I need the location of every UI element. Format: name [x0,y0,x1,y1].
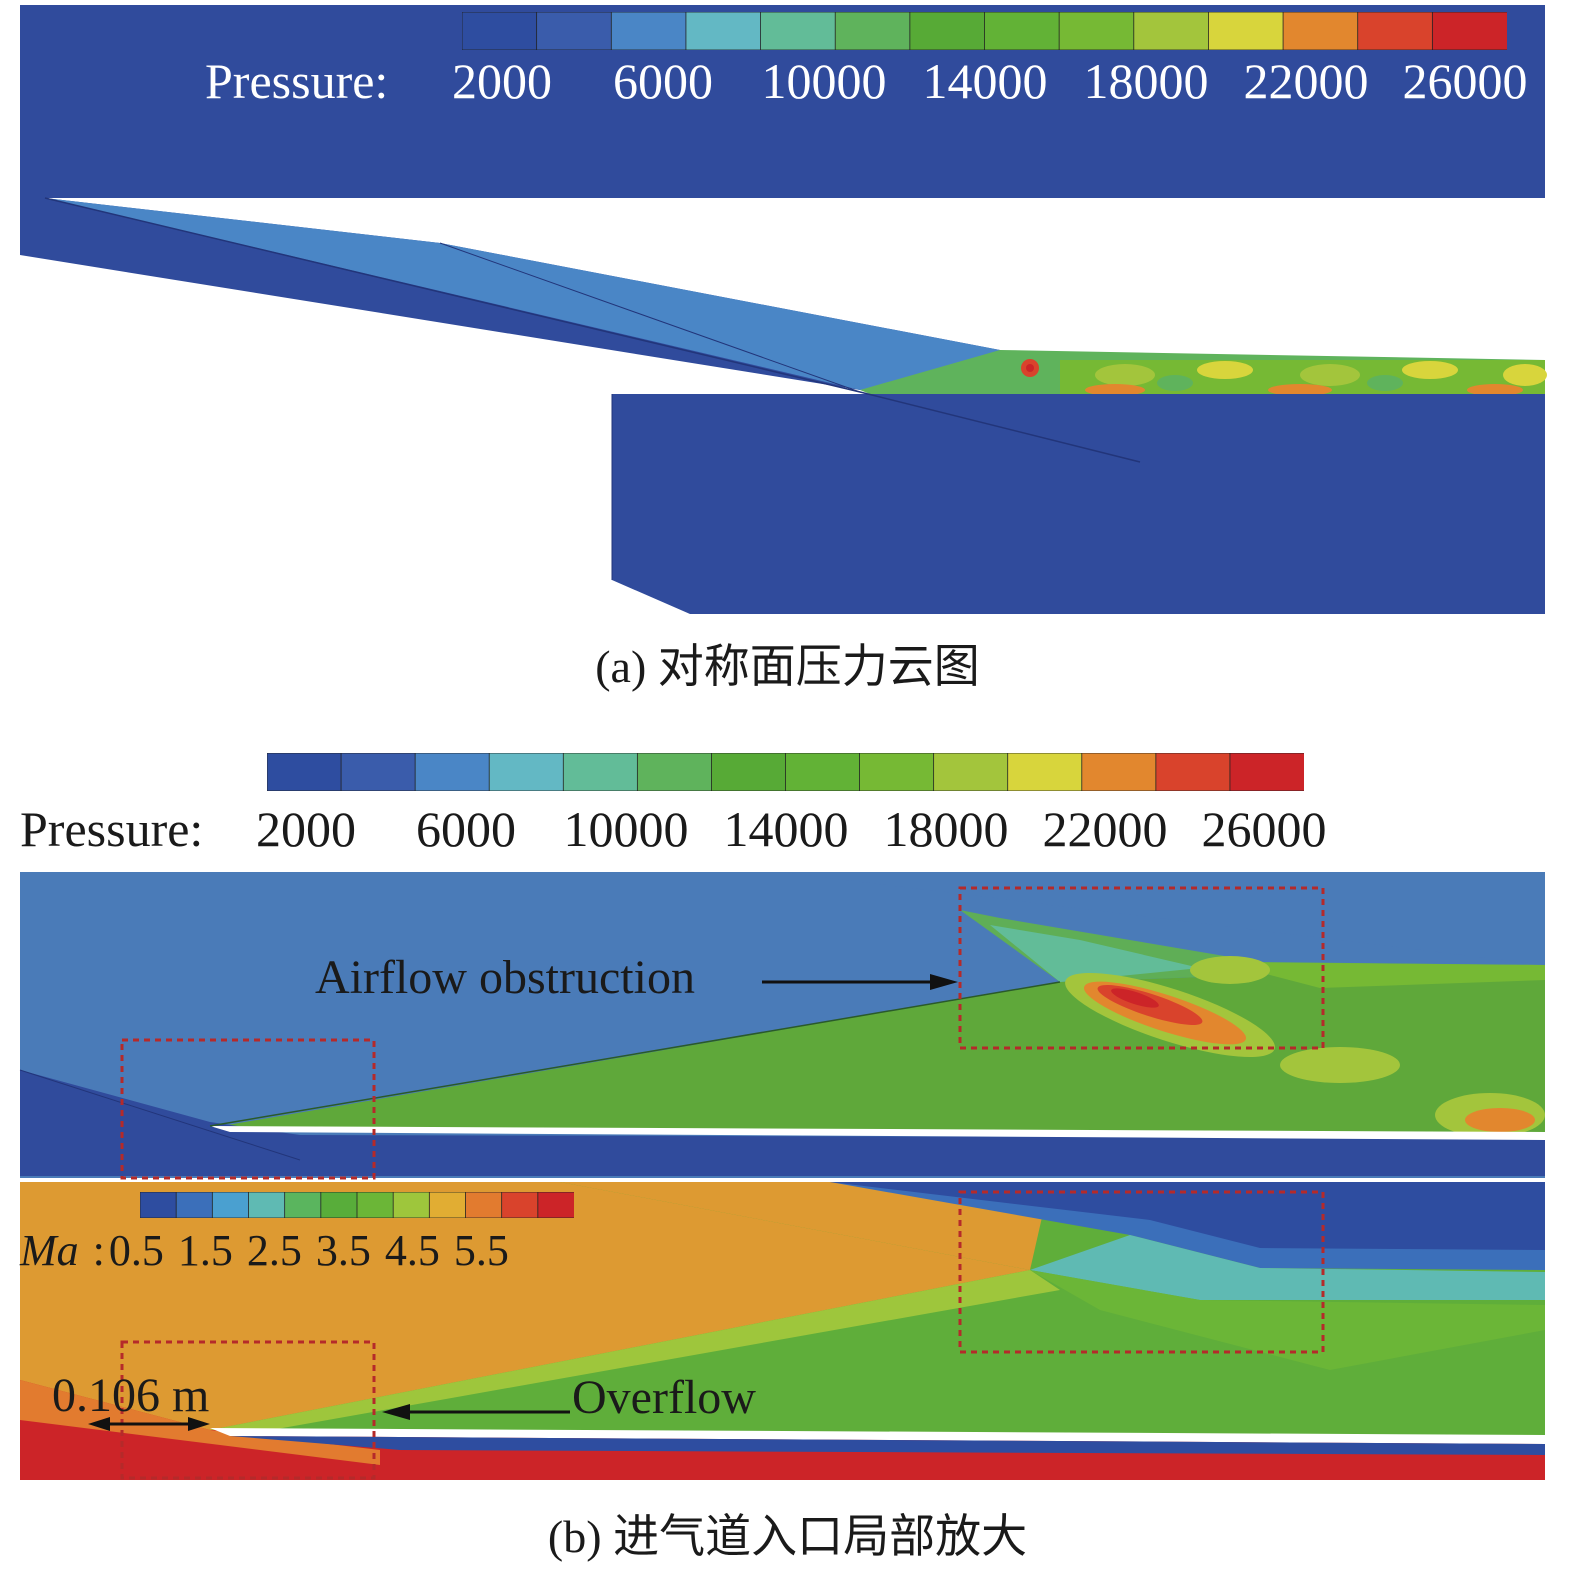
pressure-a-swatch-2 [610,12,687,50]
caption-a: (a) 对称面压力云图 [595,641,980,692]
pressure-tick-a-1: 6000 [613,53,713,109]
pressure-tick-b-2: 10000 [563,801,689,857]
pressure-tick-b-1: 6000 [416,801,516,857]
lower-step-region [612,394,1545,614]
mach-tick-4: 4.5 [384,1226,440,1275]
mach-contour-b [20,1182,1545,1480]
compression-ramp-region [45,198,1040,390]
pressure-a-swatch-9 [1133,12,1210,50]
pressure-a-swatch-10 [1208,12,1284,50]
pressure-b-swatch-0 [267,753,342,791]
pressure-b-swatch-13 [1229,753,1304,791]
pressure-a-swatch-13 [1431,12,1507,50]
mach-tick-5: 5.5 [453,1226,509,1275]
mach-swatch-3 [248,1192,286,1218]
mach-tick-3: 3.5 [315,1226,371,1275]
mach-swatch-5 [320,1192,358,1218]
airflow-obstruction-label: Airflow obstruction [315,951,695,1004]
pressure-colorbar-a [462,12,1507,50]
pressure-b-swatch-11 [1081,753,1157,791]
pressure-tick-b-0: 2000 [256,801,356,857]
mach-legend: Ma:0.5 1.5 2.5 3.5 4.5 5.5 [20,1226,509,1275]
pressure-b-swatch-5 [636,753,713,791]
pressure-b-swatch-2 [414,753,491,791]
pressure-b-swatch-6 [711,753,787,791]
obstruction-arrow [930,974,958,990]
pressure-b-swatch-12 [1155,753,1231,791]
mach-swatch-11 [537,1192,574,1218]
pressure-b-swatch-4 [562,753,639,791]
mach-tick-0: 0.5 [108,1226,164,1275]
mach-swatch-9 [465,1192,503,1218]
pressure-a-swatch-3 [685,12,762,50]
pressure-b-swatch-10 [1007,753,1083,791]
pressure-a-swatch-5 [834,12,911,50]
mach-swatch-2 [211,1192,250,1218]
caption-b: (b) 进气道入口局部放大 [547,1511,1028,1562]
pressure-tick-b-3: 14000 [723,801,849,857]
pressure-contour-b [19,872,1545,1180]
lip-highlight-box-upper [120,1038,376,1180]
overflow-label: Overflow [572,1371,756,1424]
pressure-a-swatch-11 [1282,12,1359,50]
pressure-b-swatch-1 [340,753,417,791]
distance-label: 0.106 m [52,1369,210,1422]
pressure-a-swatch-12 [1357,12,1434,50]
mach-tick-1: 1.5 [177,1226,233,1275]
pressure-a-swatch-4 [760,12,837,50]
pressure-tick-b-4: 18000 [883,801,1009,857]
pressure-tick-a-2: 10000 [761,53,887,109]
pressure-legend-title-a: Pressure: [205,53,389,109]
pressure-colorbar-b [267,753,1304,791]
mach-swatch-1 [175,1192,214,1218]
mach-swatch-0 [140,1192,178,1218]
pressure-tick-a-0: 2000 [452,53,552,109]
pressure-legend-title-b: Pressure: [20,801,204,857]
pressure-tick-b-5: 22000 [1042,801,1168,857]
overflow-arrow [382,1404,410,1420]
pressure-b-swatch-3 [488,753,565,791]
pressure-b-swatch-8 [859,753,935,791]
mach-legend-title: Ma [20,1226,79,1275]
pressure-tick-a-4: 18000 [1083,53,1209,109]
pressure-a-swatch-8 [1058,12,1135,50]
mach-tick-2: 2.5 [246,1226,302,1275]
mach-colorbar [140,1192,574,1218]
mach-swatch-4 [284,1192,322,1218]
pressure-b-swatch-7 [785,753,861,791]
pressure-tick-a-6: 26000 [1402,53,1528,109]
lower-cowl-region [20,1070,1545,1176]
panel-a-symmetry-pressure: Pressure: 2000 6000 10000 14000 18000 22… [0,0,1575,640]
pressure-a-swatch-0 [462,12,538,50]
obstruction-highlight-box [958,886,1325,1050]
mach-highlight-box [958,1190,1325,1354]
mach-swatch-8 [428,1192,467,1218]
pressure-tick-a-5: 22000 [1243,53,1369,109]
mach-swatch-10 [501,1192,539,1218]
lower-high-mach-region [20,1380,1545,1480]
pressure-b-swatch-9 [933,753,1009,791]
pressure-tick-a-3: 14000 [922,53,1048,109]
mach-swatch-6 [356,1192,395,1218]
pressure-a-swatch-7 [984,12,1061,50]
pressure-a-swatch-1 [536,12,613,50]
pressure-a-swatch-6 [909,12,986,50]
lip-highlight-box-lower [120,1340,376,1480]
mach-swatch-7 [392,1192,431,1218]
pressure-tick-b-6: 26000 [1201,801,1327,857]
